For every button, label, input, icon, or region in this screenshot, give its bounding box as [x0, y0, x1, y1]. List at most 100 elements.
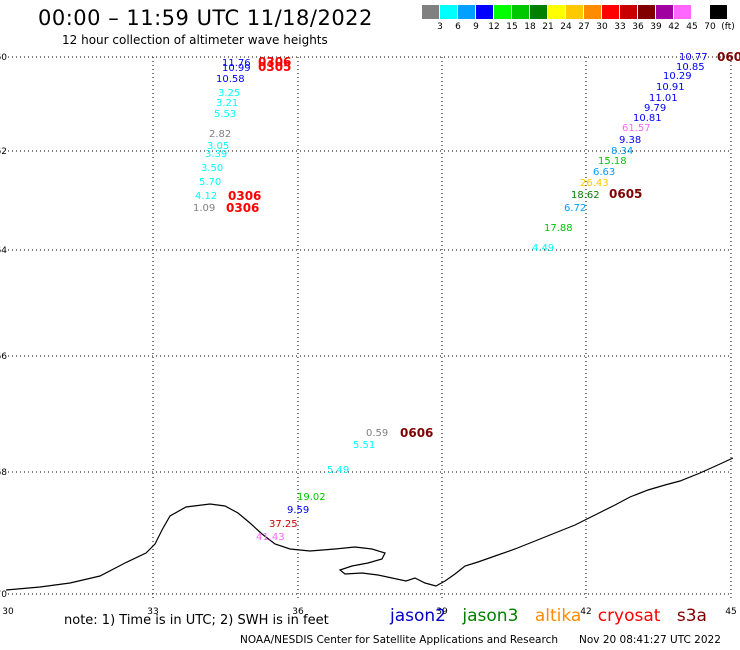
swh-reading: 10.81 [633, 113, 662, 124]
color-swatch [638, 5, 655, 19]
color-swatch [422, 5, 439, 19]
color-scale-label: (ft) [721, 22, 735, 32]
swh-reading: 5.70 [199, 177, 221, 188]
color-scale-label: 45 [686, 22, 698, 32]
swh-reading: 10.85 [676, 62, 705, 73]
units-note: note: 1) Time is in UTC; 2) SWH is in fe… [64, 613, 329, 628]
color-scale-label: 9 [473, 22, 479, 32]
longitude-tick-label: 36 [292, 607, 304, 617]
color-scale-label: 24 [560, 22, 572, 32]
color-scale-label: 39 [650, 22, 662, 32]
longitude-tick-label: 33 [147, 607, 158, 617]
pass-time-label: 0605 [609, 187, 642, 201]
swh-reading: 10.29 [663, 71, 692, 82]
color-scale-label: 70 [704, 22, 716, 32]
swh-reading: 6.72 [564, 203, 586, 214]
swh-reading: 4.49 [532, 243, 554, 254]
render-timestamp: Nov 20 08:41:27 UTC 2022 [579, 634, 721, 646]
satellite-legend: jason2 jason3 altika cryosat s3a [390, 606, 718, 626]
color-scale-label: 36 [632, 22, 644, 32]
legend-altika: altika [534, 606, 582, 626]
legend-s3a: s3a [676, 606, 707, 626]
color-swatch [674, 5, 691, 19]
color-swatch [440, 5, 457, 19]
swh-reading: 10.77 [679, 52, 708, 63]
color-swatch [458, 5, 475, 19]
swh-reading: 11.01 [649, 93, 678, 104]
swh-reading: 15.18 [598, 156, 627, 167]
latitude-tick-label: -68 [0, 468, 7, 478]
swh-reading: 18.62 [571, 190, 600, 201]
swh-reading: 10.99 [222, 63, 251, 74]
credit-line: NOAA/NESDIS Center for Satellite Applica… [240, 634, 558, 646]
swh-reading: 37.25 [269, 519, 298, 530]
swh-reading: 6.63 [593, 167, 615, 178]
swh-reading: 5.49 [327, 465, 349, 476]
color-scale-label: 15 [506, 22, 518, 32]
swh-reading: 1.09 [193, 203, 215, 214]
color-swatch [656, 5, 673, 19]
pass-time-label: 0606 [400, 426, 433, 440]
swh-reading: 3.21 [216, 98, 238, 109]
longitude-tick-label: 45 [725, 607, 736, 617]
latitude-tick-label: -62 [0, 147, 7, 157]
swh-reading: 5.51 [353, 440, 375, 451]
antarctic-coastline [5, 457, 734, 591]
color-swatch [530, 5, 547, 19]
swh-reading: 9.79 [644, 103, 666, 114]
swh-reading: 3.50 [201, 163, 223, 174]
pass-time-label: 0305 [258, 60, 291, 74]
pass-time-label: 0306 [258, 55, 291, 69]
color-scale-label: 33 [614, 22, 626, 32]
color-scale-label: 12 [488, 22, 500, 32]
color-scale-label: 6 [455, 22, 461, 32]
longitude-tick-label: 39 [436, 607, 448, 617]
latitude-tick-label: -66 [0, 352, 7, 362]
color-scale-labels: 3 6 9 12 15 18 21 24 27 30 33 36 39 42 45 70 (ft) [422, 22, 740, 36]
latitude-tick-label: -70 [0, 590, 7, 600]
color-scale-label: 21 [542, 22, 554, 32]
longitude-tick-label: 30 [2, 607, 14, 617]
color-swatch [602, 5, 619, 19]
swh-reading: 3.25 [218, 88, 240, 99]
legend-cryosat: cryosat [597, 606, 661, 626]
legend-jason2: jason2 [390, 606, 446, 626]
swh-reading: 4.12 [195, 191, 217, 202]
swh-reading: 11.76 [222, 58, 251, 69]
longitude-tick-label: 42 [580, 607, 591, 617]
swh-reading: 9.59 [287, 505, 309, 516]
swh-reading: 10.91 [656, 82, 685, 93]
swh-reading: 5.53 [214, 109, 236, 120]
color-swatch [494, 5, 511, 19]
pass-time-label: 0306 [228, 189, 261, 203]
color-swatch [548, 5, 565, 19]
swh-reading: 9.38 [619, 135, 641, 146]
swh-reading: 19.02 [297, 492, 326, 503]
latitude-tick-label: -60 [0, 53, 7, 63]
swh-reading: 2.82 [209, 129, 231, 140]
color-scale-label: 18 [524, 22, 536, 32]
color-scale-label: 27 [578, 22, 590, 32]
color-swatch [584, 5, 601, 19]
swh-reading: 8.34 [611, 146, 633, 157]
color-scale-label: 3 [437, 22, 443, 32]
color-swatch [476, 5, 493, 19]
color-swatch [710, 5, 727, 19]
pass-time-label: 060 [717, 50, 740, 64]
latitude-tick-label: -64 [0, 246, 7, 256]
swh-reading: 61.57 [622, 123, 651, 134]
swh-reading: 26.43 [580, 178, 609, 189]
color-swatch [620, 5, 637, 19]
map-subtitle: 12 hour collection of altimeter wave hei… [62, 33, 328, 47]
swh-reading: 0.59 [366, 428, 388, 439]
color-swatch [512, 5, 529, 19]
swh-reading: 41.43 [256, 532, 285, 543]
swh-reading: 3.39 [205, 149, 227, 160]
color-swatch [566, 5, 583, 19]
lat-lon-grid [8, 56, 732, 600]
map-title: 00:00 – 11:59 UTC 11/18/2022 [38, 6, 373, 30]
swh-reading: 17.88 [544, 223, 573, 234]
color-scale-label: 42 [668, 22, 680, 32]
color-swatch [692, 5, 709, 19]
